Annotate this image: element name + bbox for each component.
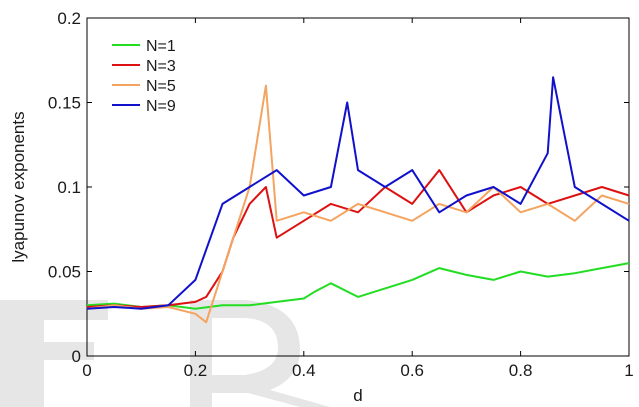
- y-tick-label: 0: [72, 347, 81, 366]
- series-lines: [86, 76, 630, 324]
- y-axis-label: lyapunov exponents: [9, 111, 28, 262]
- legend-label: N=1: [146, 38, 176, 55]
- y-tick-label: 0.05: [48, 263, 81, 282]
- legend: N=1 N=3 N=5 N=9: [112, 38, 176, 115]
- series-line-n-5: [86, 84, 630, 324]
- axis-tick-labels: 0 0.2 0.4 0.6 0.8 1 0 0.05 0.1 0.15 0.2: [48, 9, 634, 380]
- x-tick-label: 0.2: [184, 361, 208, 380]
- series-line-n-1: [86, 262, 630, 310]
- axis-ticks: [86, 17, 630, 357]
- y-tick-label: 0.2: [57, 9, 81, 28]
- watermark-letters: [0, 300, 330, 407]
- legend-label: N=5: [146, 78, 176, 95]
- x-tick-label: 1: [624, 361, 633, 380]
- x-tick-label: 0: [82, 361, 91, 380]
- legend-label: N=9: [146, 98, 176, 115]
- x-axis-label: d: [353, 386, 362, 405]
- x-tick-label: 0.8: [509, 361, 533, 380]
- x-tick-label: 0.6: [400, 361, 424, 380]
- series-line-n-3: [86, 169, 630, 308]
- y-tick-label: 0.1: [57, 178, 81, 197]
- series-line-n-9: [86, 76, 630, 310]
- y-tick-label: 0.15: [48, 94, 81, 113]
- x-tick-label: 0.4: [292, 361, 316, 380]
- legend-label: N=3: [146, 58, 176, 75]
